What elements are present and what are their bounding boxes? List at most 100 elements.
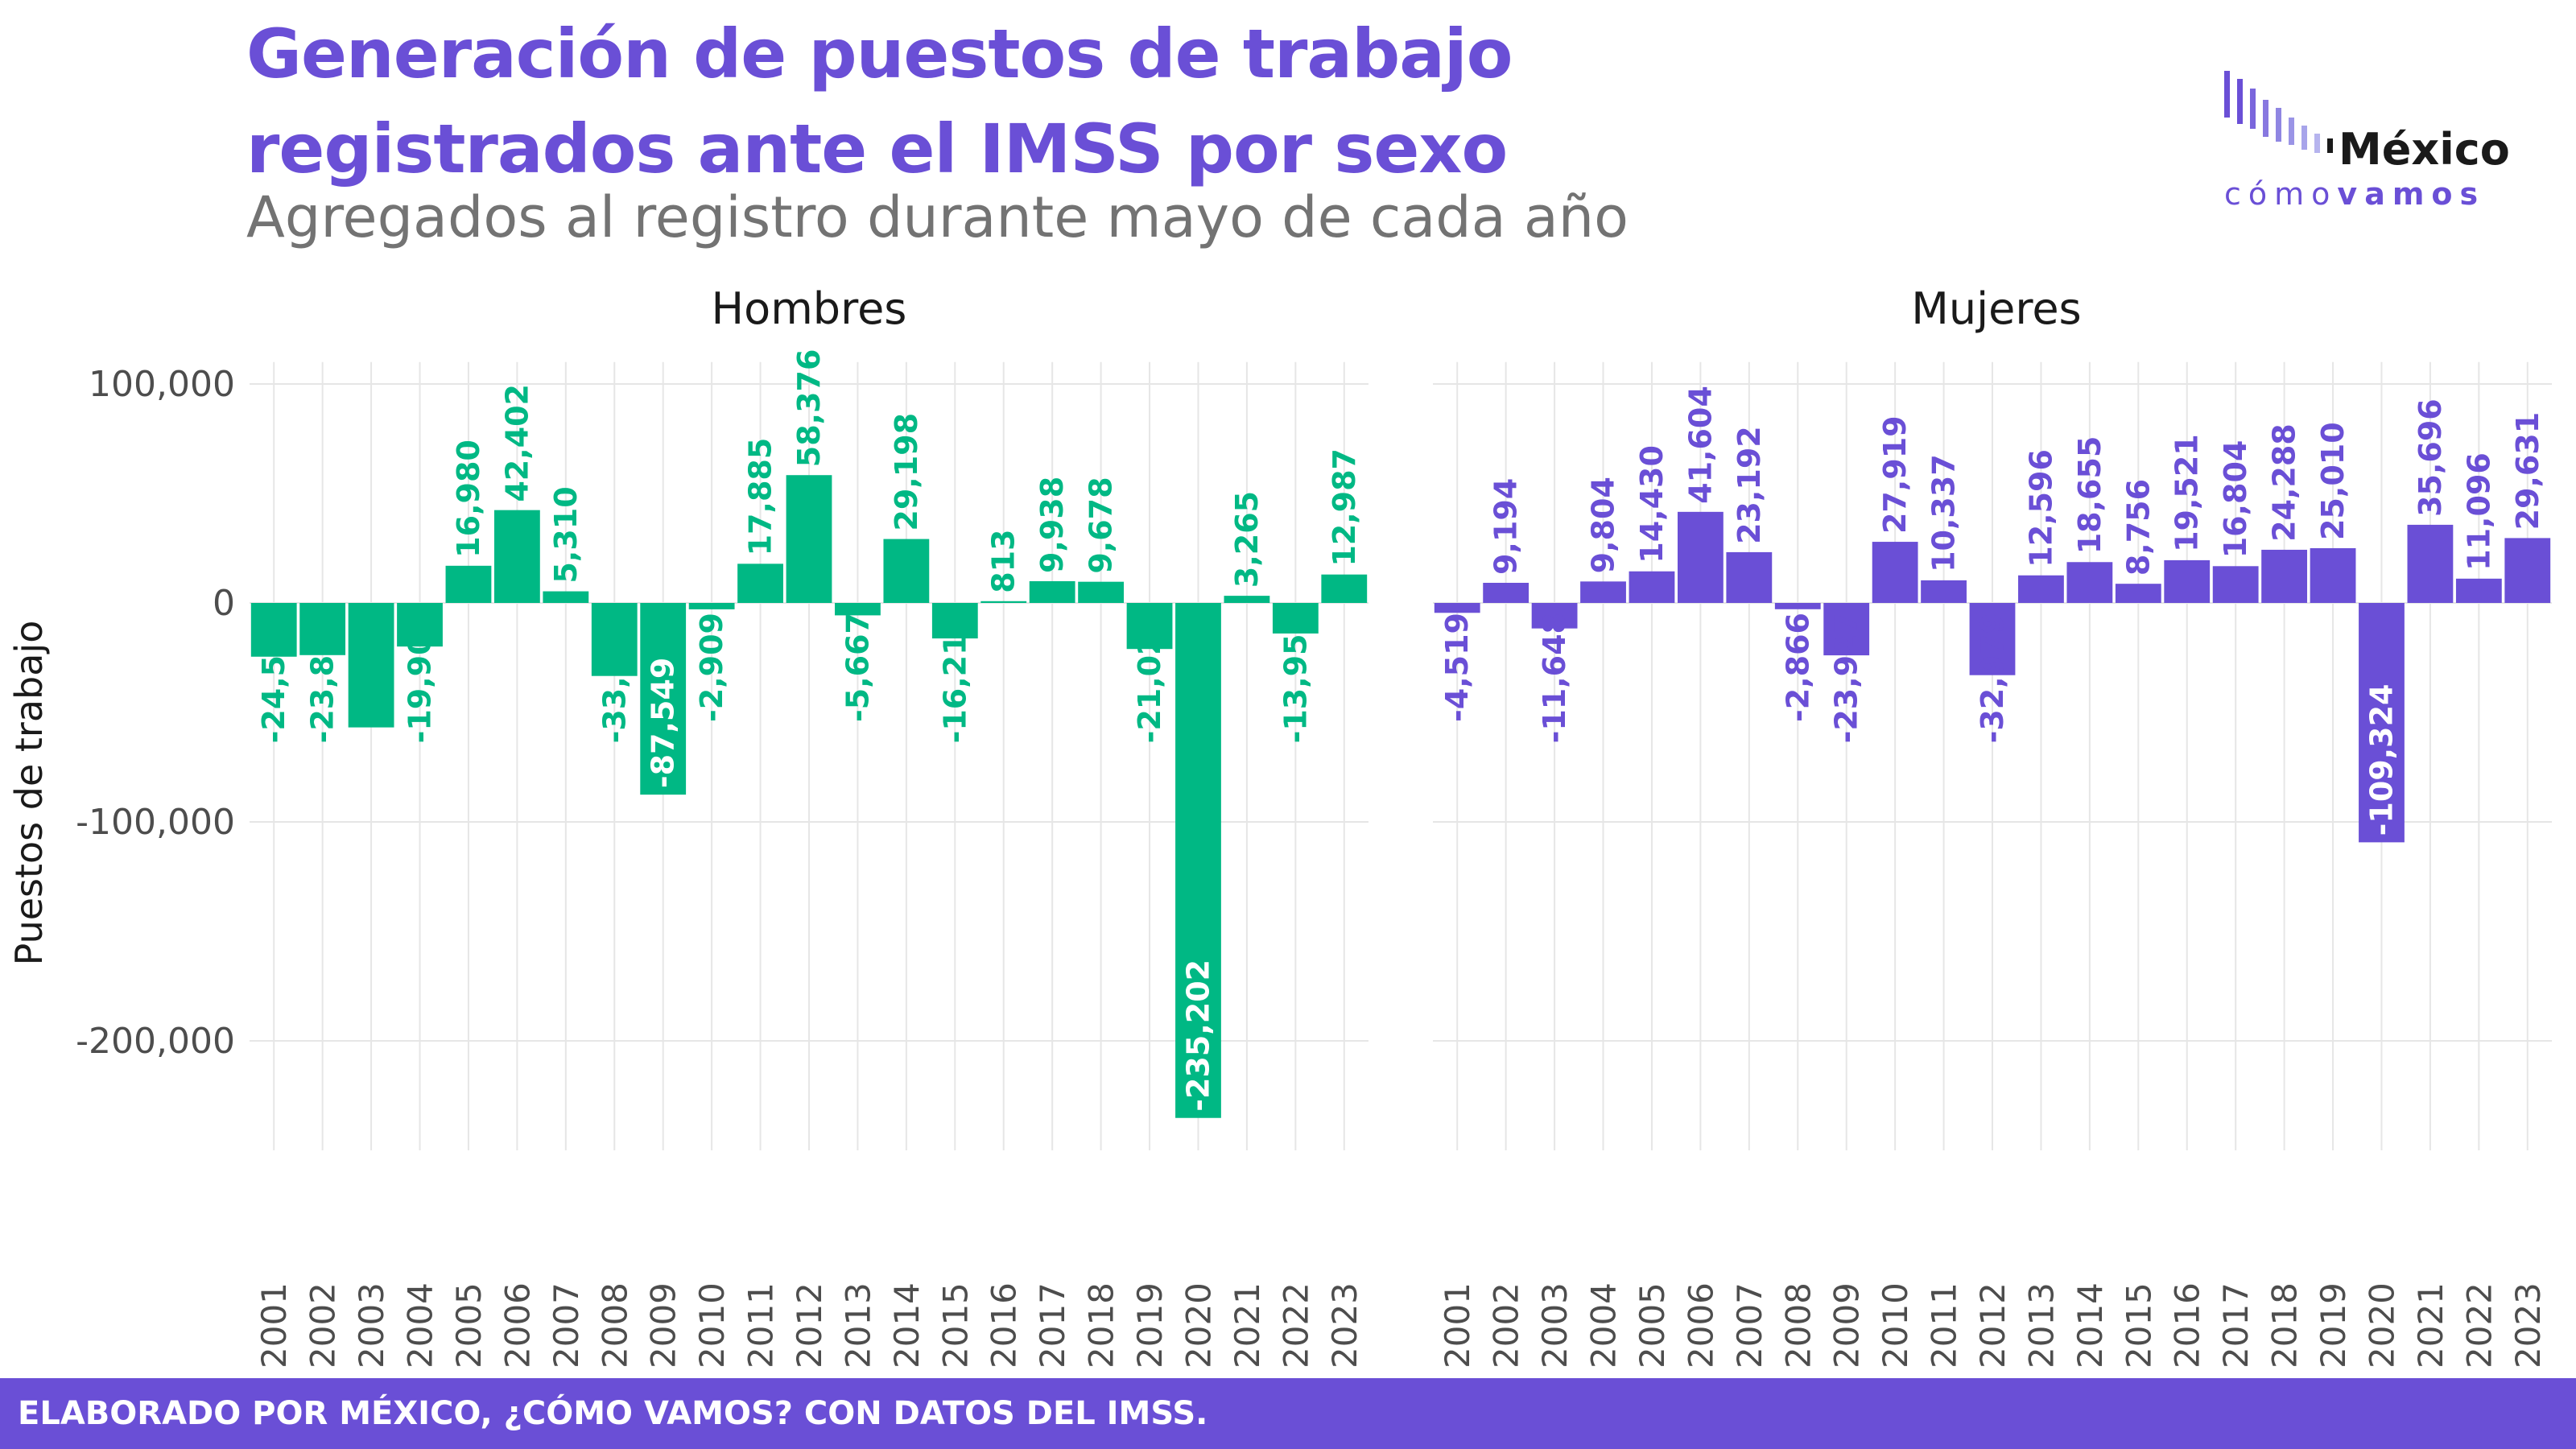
chart-title: Generación de puestos de trabajo registr…	[246, 6, 1513, 196]
data-label-hombres-2019: -21,027	[1132, 613, 1167, 743]
bar-hombres-2011	[737, 564, 783, 603]
x-tick-label: 2016	[2168, 1282, 2207, 1368]
data-label-mujeres-2019: 25,010	[2315, 422, 2351, 540]
x-tick-label: 2015	[2119, 1282, 2158, 1368]
data-label-hombres-2023: 12,987	[1327, 448, 1362, 567]
x-tick-label: 2011	[741, 1282, 781, 1368]
bar-mujeres-2020	[2359, 603, 2405, 843]
data-label-hombres-2001: -24,549	[256, 613, 291, 743]
x-tick-label: 2009	[644, 1282, 683, 1368]
x-tick-label: 2013	[2021, 1282, 2061, 1368]
logo-word-vamos: vamos	[2337, 176, 2485, 212]
x-tick-label: 2016	[985, 1282, 1024, 1368]
data-label-hombres-2005: 16,980	[451, 440, 486, 558]
data-label-mujeres-2023: 29,631	[2510, 412, 2545, 530]
bar-hombres-2010	[688, 603, 735, 609]
x-tick-label: 2014	[2070, 1282, 2110, 1368]
data-label-hombres-2015: -16,211	[937, 613, 972, 743]
x-tick-label: 2017	[2216, 1282, 2256, 1368]
y-tick-label: -100,000	[76, 802, 235, 843]
bar-hombres-2016	[980, 601, 1027, 603]
data-label-mujeres-2020: -109,324	[2363, 684, 2399, 836]
bar-mujeres-2019	[2310, 547, 2356, 603]
bar-mujeres-2003	[1531, 603, 1578, 629]
x-tick-label: 2004	[401, 1282, 440, 1368]
panel-title-hombres: Hombres	[712, 283, 907, 334]
bar-mujeres-2006	[1677, 511, 1724, 603]
data-label-hombres-2009: -87,549	[646, 658, 681, 788]
data-label-mujeres-2012: -32,979	[1975, 613, 2010, 743]
data-label-mujeres-2022: 11,096	[2461, 452, 2496, 571]
bar-hombres-2001	[250, 603, 297, 657]
y-tick-label: 100,000	[89, 364, 235, 405]
bar-mujeres-2012	[1969, 603, 2016, 675]
x-tick-label: 2012	[790, 1282, 829, 1368]
data-label-mujeres-2003: -11,648	[1537, 613, 1572, 743]
bar-mujeres-2001	[1434, 603, 1480, 613]
data-label-mujeres-2015: 8,756	[2120, 479, 2156, 576]
x-tick-label: 2005	[1633, 1282, 1672, 1368]
bar-hombres-2003	[348, 603, 394, 728]
panel-mujeres: Mujeres -4,519 2001 9,194 2002 -11,648 2003 9,8…	[1433, 283, 2552, 1368]
bar-hombres-2008	[591, 603, 638, 676]
data-label-hombres-2006: 42,402	[499, 384, 535, 502]
data-label-mujeres-2021: 35,696	[2413, 398, 2448, 517]
x-tick-label: 2018	[2265, 1282, 2305, 1368]
chart-title-line-2: registrados ante el IMSS por sexo	[246, 109, 1508, 188]
data-label-mujeres-2002: 9,194	[1488, 478, 1524, 575]
data-label-hombres-2020: -235,202	[1180, 960, 1216, 1112]
chart-subtitle: Agregados al registro durante mayo de ca…	[246, 184, 1629, 250]
x-tick-label: 2008	[595, 1282, 634, 1368]
bar-mujeres-2011	[1921, 580, 1967, 603]
x-tick-label: 2022	[1276, 1282, 1315, 1368]
data-label-mujeres-2007: 23,192	[1732, 426, 1767, 544]
x-tick-label: 2010	[692, 1282, 732, 1368]
x-tick-label: 2009	[1827, 1282, 1867, 1368]
chart-title-line-1: Generación de puestos de trabajo	[246, 14, 1513, 93]
data-label-mujeres-2005: 14,430	[1634, 445, 1670, 564]
data-label-mujeres-2001: -4,519	[1439, 613, 1475, 722]
bar-mujeres-2022	[2455, 578, 2502, 603]
bar-hombres-2012	[786, 475, 832, 603]
x-tick-label: 2019	[1130, 1282, 1170, 1368]
data-label-mujeres-2018: 24,288	[2267, 423, 2302, 542]
bar-mujeres-2016	[2164, 559, 2211, 603]
bar-mujeres-2015	[2115, 584, 2161, 603]
bar-hombres-2014	[883, 539, 930, 603]
panel-title-mujeres: Mujeres	[1911, 283, 2081, 334]
data-label-mujeres-2008: -2,866	[1780, 613, 1815, 722]
x-tick-label: 2006	[1681, 1282, 1720, 1368]
data-label-mujeres-2004: 9,804	[1586, 477, 1621, 573]
svg-text:cómovamos: cómovamos	[2224, 176, 2485, 212]
data-label-mujeres-2016: 19,521	[2169, 434, 2205, 552]
data-label-hombres-2022: -13,951	[1278, 613, 1313, 743]
x-tick-label: 2006	[497, 1282, 537, 1368]
bar-hombres-2020	[1175, 603, 1221, 1118]
bar-hombres-2005	[445, 565, 492, 603]
y-tick-label: -200,000	[76, 1021, 235, 1062]
bar-mujeres-2023	[2504, 538, 2551, 603]
data-label-hombres-2008: -33,352	[597, 613, 632, 743]
x-tick-label: 2007	[547, 1282, 586, 1368]
x-tick-label: 2013	[838, 1282, 877, 1368]
bar-mujeres-2014	[2066, 562, 2113, 603]
bar-hombres-2021	[1224, 596, 1270, 603]
data-label-hombres-2014: 29,198	[889, 413, 924, 531]
x-tick-label: 2004	[1584, 1282, 1624, 1368]
bar-hombres-2022	[1272, 603, 1319, 634]
data-label-hombres-2010: -2,909	[694, 613, 729, 722]
data-label-hombres-2011: 17,885	[743, 438, 778, 556]
bar-mujeres-2002	[1483, 582, 1530, 603]
data-label-hombres-2021: 3,265	[1229, 491, 1265, 588]
bar-mujeres-2008	[1774, 603, 1821, 609]
bar-mujeres-2017	[2212, 566, 2259, 603]
chart-area: 100,000 0 -100,000 -200,000 Hombres -24,549 20…	[7, 283, 2552, 1368]
logo-bars-icon	[2224, 71, 2333, 153]
bar-hombres-2023	[1321, 574, 1368, 603]
x-tick-label: 2020	[1179, 1282, 1218, 1368]
bar-hombres-2015	[931, 603, 978, 639]
bar-mujeres-2007	[1726, 551, 1773, 603]
x-tick-label: 2023	[1325, 1282, 1364, 1368]
x-tick-label: 2023	[2508, 1282, 2548, 1368]
data-label-hombres-2002: -23,821	[305, 613, 341, 743]
